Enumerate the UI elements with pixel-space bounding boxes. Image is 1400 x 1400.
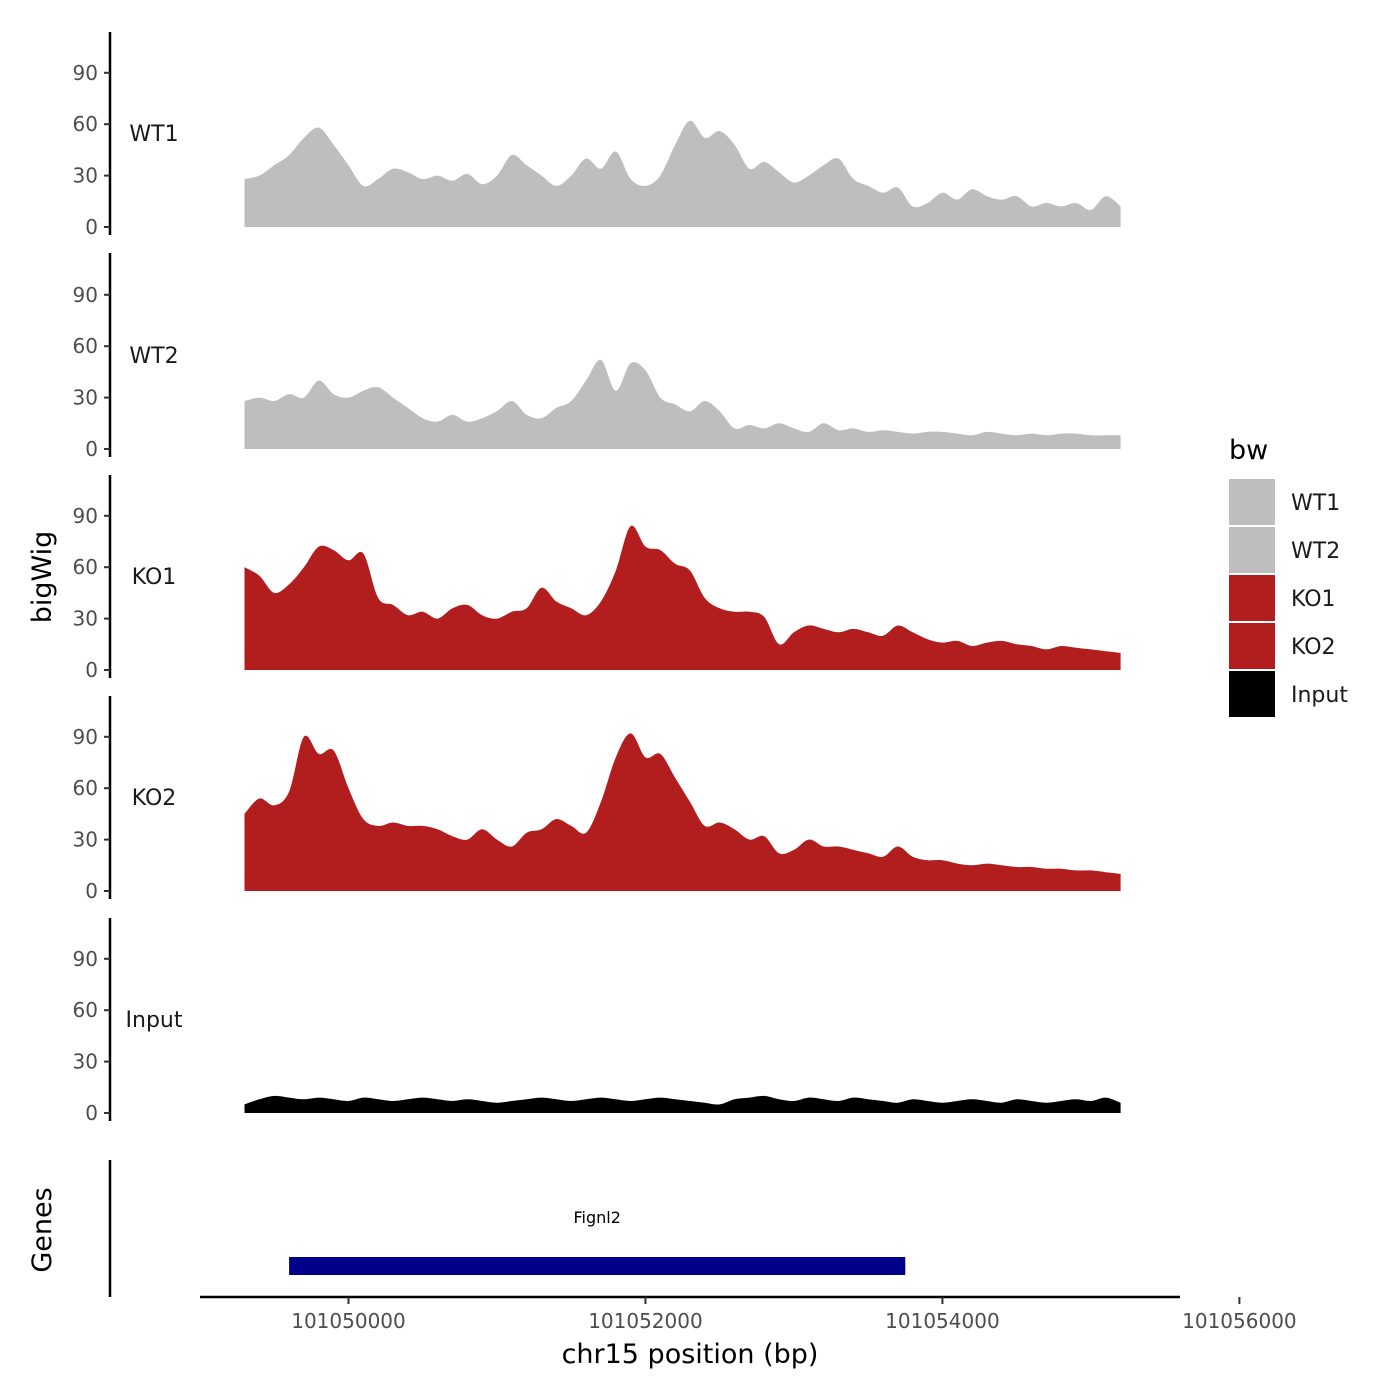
legend-label: WT1 bbox=[1291, 491, 1340, 516]
coverage-area-wt1 bbox=[244, 120, 1121, 227]
track-ko2: 0 30 60 90 KO2 bbox=[73, 696, 1121, 903]
track-input: 0 30 60 90 Input bbox=[73, 918, 1121, 1125]
y-tick-label: 30 bbox=[73, 386, 98, 410]
x-tick-label: 101056000 bbox=[1182, 1309, 1297, 1333]
y-tick-label: 90 bbox=[73, 947, 98, 971]
track-label: KO1 bbox=[132, 565, 177, 590]
y-tick-label: 0 bbox=[85, 879, 98, 903]
y-tick-label: 30 bbox=[73, 607, 98, 631]
y-tick-label: 0 bbox=[85, 1101, 98, 1125]
x-tick-label: 101050000 bbox=[291, 1309, 406, 1333]
y-tick-label: 0 bbox=[85, 658, 98, 682]
track-label: WT2 bbox=[129, 344, 178, 369]
tracks-group: 0 30 60 90 WT1 0 30 60 90 WT2 0 30 60 90 KO1 0 30 60 90 KO2… bbox=[73, 32, 1121, 1125]
track-wt1: 0 30 60 90 WT1 bbox=[73, 32, 1121, 239]
gene-label: Fignl2 bbox=[573, 1208, 620, 1227]
legend-title: bw bbox=[1229, 435, 1268, 466]
y-tick-label: 90 bbox=[73, 725, 98, 749]
legend-key-ko1 bbox=[1229, 575, 1275, 621]
legend-key-ko2 bbox=[1229, 623, 1275, 669]
genes-axis-title: Genes bbox=[27, 1187, 58, 1272]
legend-label: KO2 bbox=[1291, 635, 1336, 660]
y-tick-label: 30 bbox=[73, 828, 98, 852]
y-tick-label: 30 bbox=[73, 1050, 98, 1074]
y-tick-label: 60 bbox=[73, 776, 98, 800]
y-tick-label: 90 bbox=[73, 61, 98, 85]
coverage-area-ko1 bbox=[244, 525, 1121, 670]
legend-key-input bbox=[1229, 671, 1275, 717]
x-tick-label: 101054000 bbox=[885, 1309, 1000, 1333]
legend: WT1 WT2 KO1 KO2 Input bbox=[1229, 479, 1348, 717]
coverage-area-input bbox=[244, 1095, 1121, 1113]
track-label: WT1 bbox=[129, 122, 178, 147]
track-label: Input bbox=[126, 1008, 183, 1033]
track-wt2: 0 30 60 90 WT2 bbox=[73, 253, 1121, 461]
legend-key-wt2 bbox=[1229, 527, 1275, 573]
coverage-area-wt2 bbox=[244, 359, 1121, 449]
y-axis-title: bigWig bbox=[27, 531, 58, 624]
y-tick-label: 60 bbox=[73, 334, 98, 358]
legend-key-wt1 bbox=[1229, 479, 1275, 525]
legend-label: WT2 bbox=[1291, 539, 1340, 564]
gene-body bbox=[289, 1257, 906, 1275]
x-axis: 101050000 101052000 101054000 101056000 bbox=[200, 1295, 1297, 1333]
y-tick-label: 90 bbox=[73, 504, 98, 528]
y-tick-label: 60 bbox=[73, 998, 98, 1022]
y-tick-label: 0 bbox=[85, 437, 98, 461]
track-ko1: 0 30 60 90 KO1 bbox=[73, 475, 1121, 682]
y-tick-label: 30 bbox=[73, 164, 98, 188]
y-tick-label: 60 bbox=[73, 555, 98, 579]
legend-label: KO1 bbox=[1291, 587, 1336, 612]
y-tick-label: 90 bbox=[73, 283, 98, 307]
genes-track: Fignl2 bbox=[108, 1160, 906, 1297]
y-tick-label: 0 bbox=[85, 215, 98, 239]
track-label: KO2 bbox=[132, 786, 177, 811]
legend-label: Input bbox=[1291, 683, 1348, 708]
x-axis-title: chr15 position (bp) bbox=[562, 1339, 819, 1370]
x-tick-label: 101052000 bbox=[588, 1309, 703, 1333]
y-tick-label: 60 bbox=[73, 112, 98, 136]
coverage-area-ko2 bbox=[244, 733, 1121, 891]
